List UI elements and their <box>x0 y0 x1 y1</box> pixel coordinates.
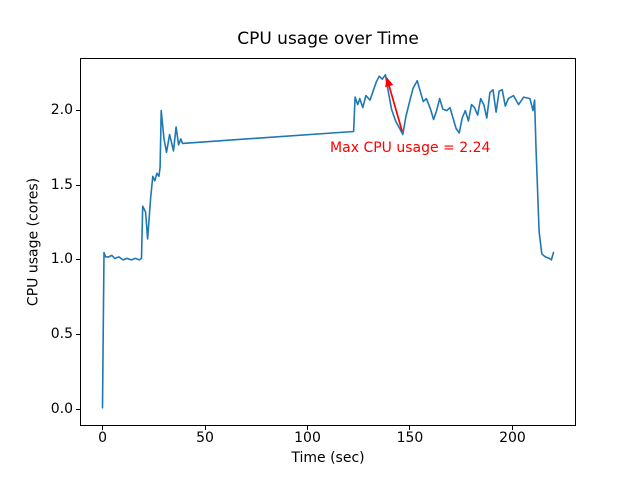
y-tick-label: 0.0 <box>50 400 73 417</box>
plot-area <box>80 58 576 426</box>
x-tick-label: 50 <box>196 430 214 446</box>
x-axis-label: Time (sec) <box>291 450 365 466</box>
x-tick-label: 100 <box>294 430 321 446</box>
x-tick-mark <box>102 426 104 430</box>
x-tick-label: 200 <box>499 430 526 446</box>
x-tick-label: 150 <box>396 430 424 446</box>
y-tick-label: 1.0 <box>50 251 73 268</box>
y-tick-mark <box>76 259 80 261</box>
x-tick-mark <box>204 426 206 430</box>
y-tick-mark <box>76 110 80 112</box>
y-tick-label: 2.0 <box>50 102 73 119</box>
y-tick-label: 0.5 <box>50 326 73 343</box>
y-tick-mark <box>76 408 80 410</box>
x-tick-mark <box>511 426 513 430</box>
y-tick-mark <box>76 334 80 336</box>
x-tick-mark <box>307 426 308 430</box>
y-tick-mark <box>76 184 80 186</box>
max-annotation-label: Max CPU usage = 2.24 <box>330 140 491 157</box>
x-tick-mark <box>409 426 411 430</box>
x-tick-label: 0 <box>98 430 107 446</box>
y-axis-label: CPU usage (cores) <box>25 177 42 307</box>
chart-title: CPU usage over Time <box>237 29 419 49</box>
y-tick-label: 1.5 <box>50 176 73 193</box>
